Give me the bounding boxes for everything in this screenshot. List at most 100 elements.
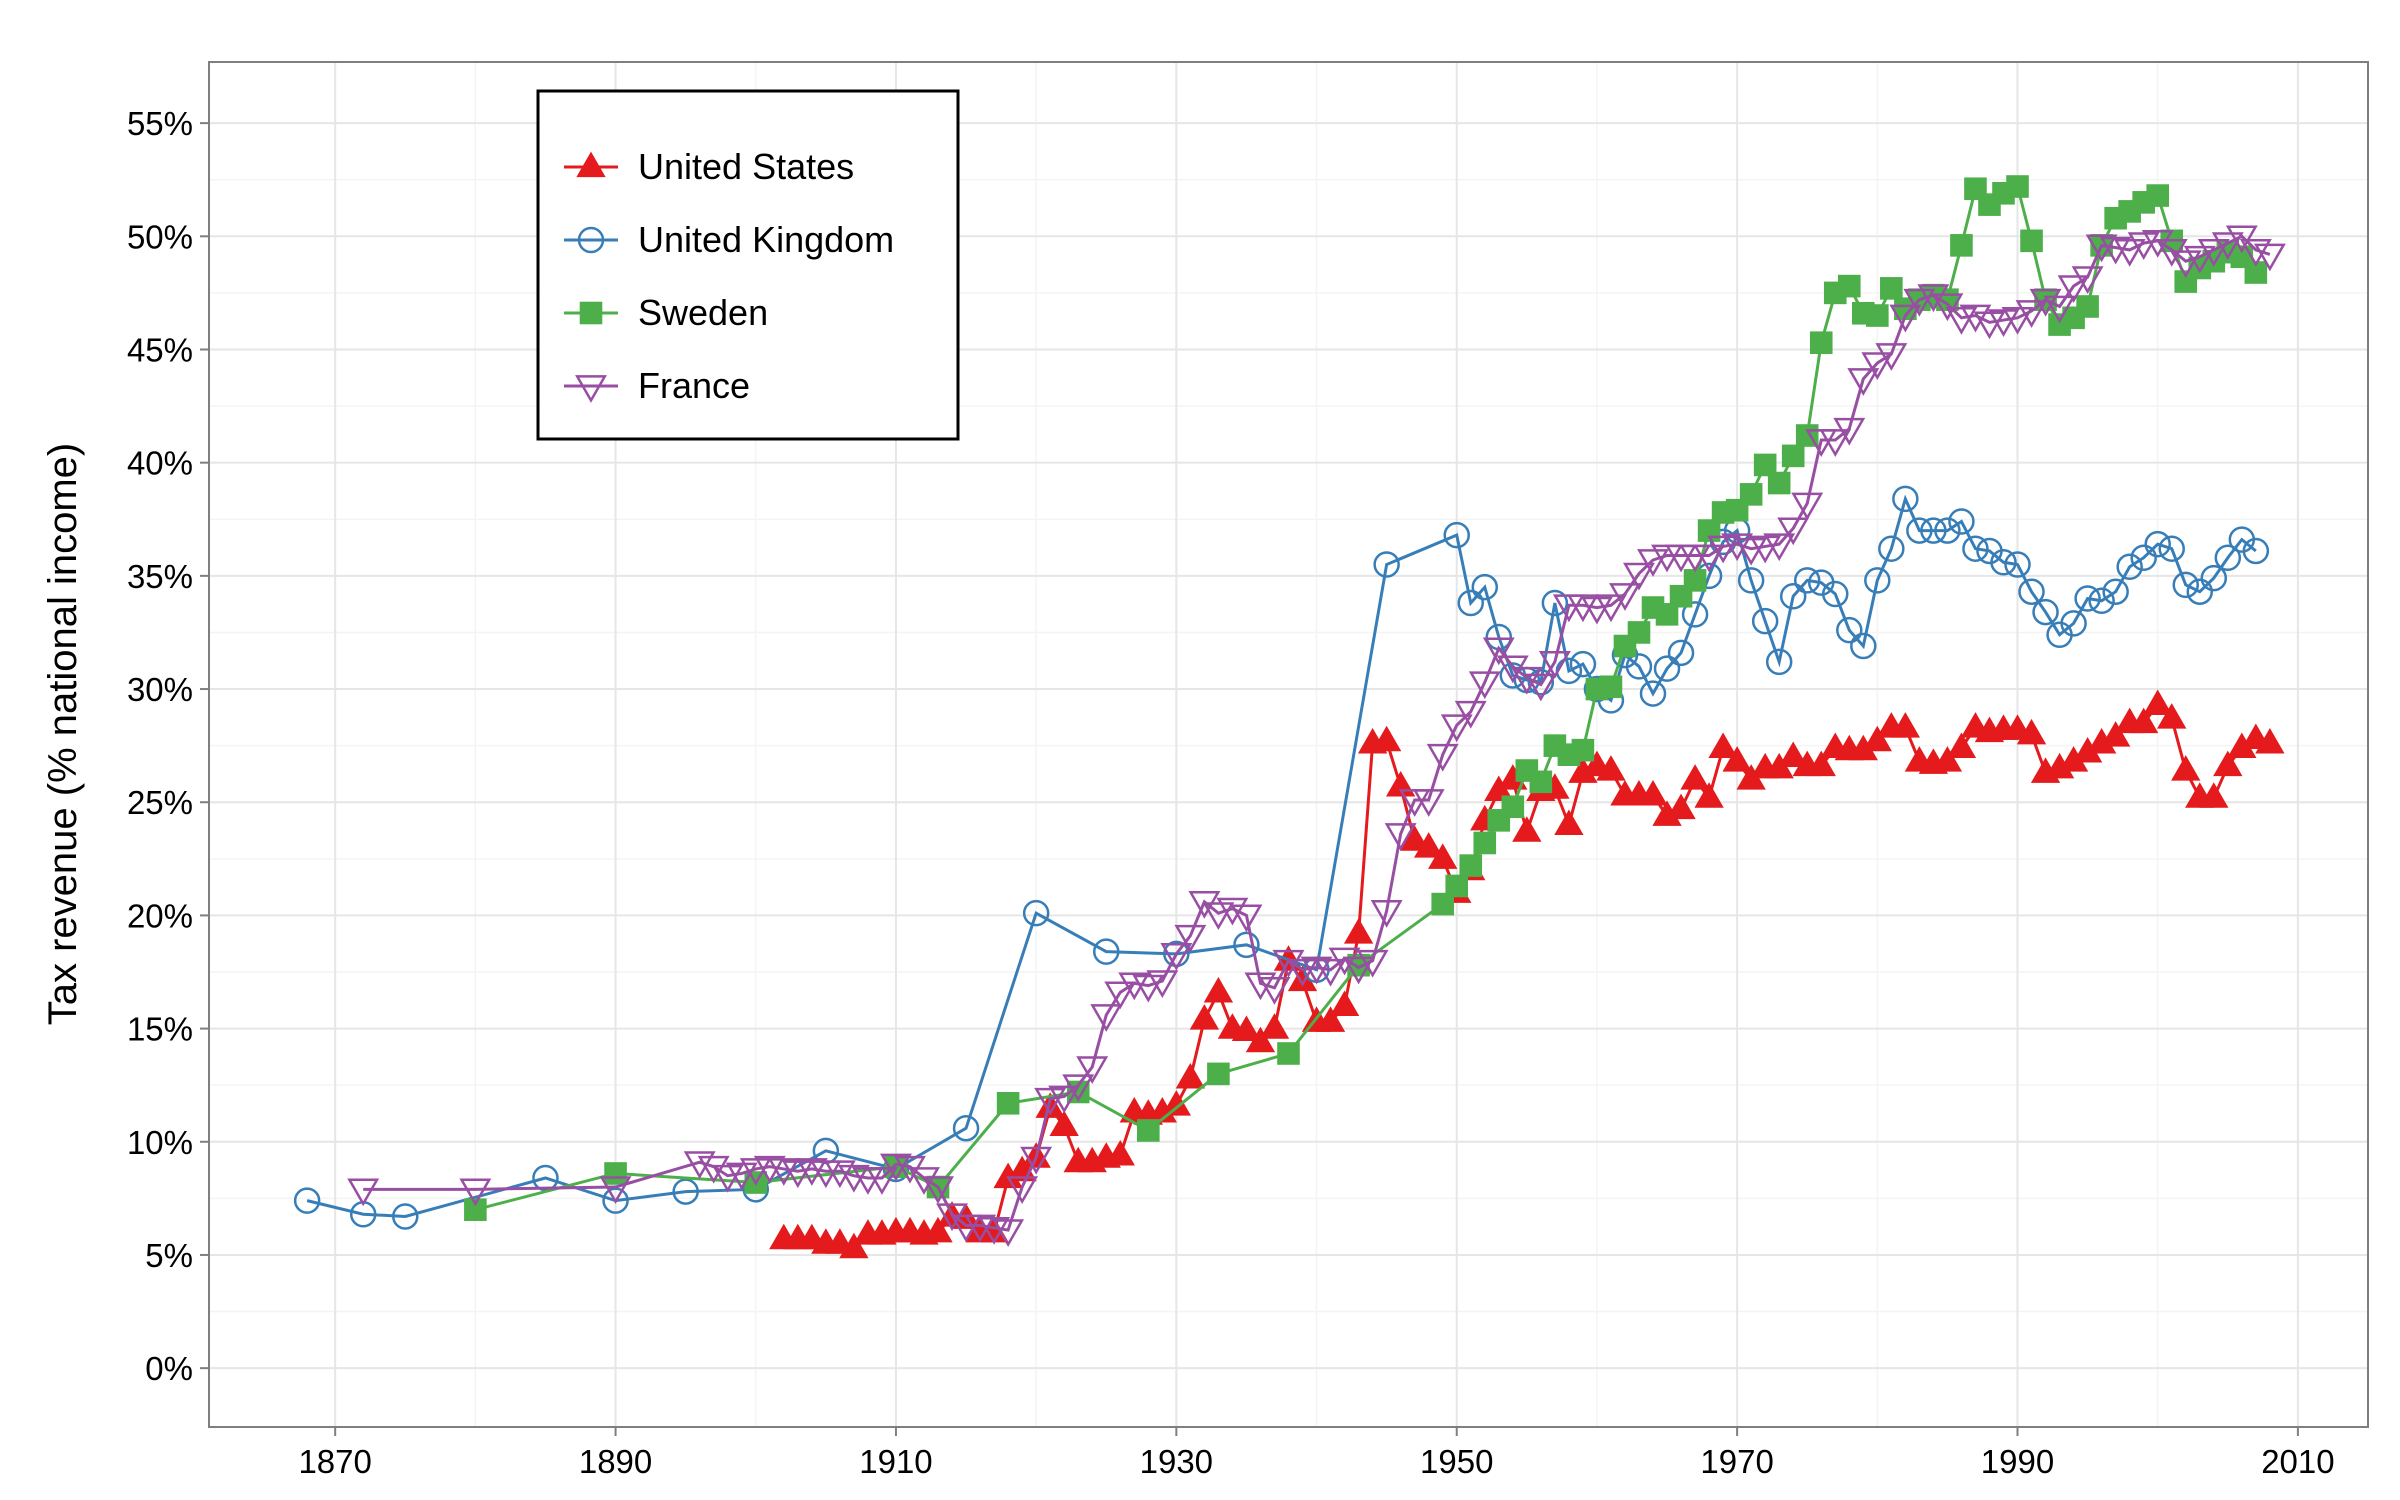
point: [1903, 288, 1936, 317]
point: [2102, 578, 2129, 605]
point: [1571, 738, 1595, 762]
point: [923, 1216, 953, 1243]
point: [1445, 874, 1469, 898]
point: [2130, 544, 2157, 571]
point: [1569, 650, 1597, 678]
point: [1809, 331, 1833, 354]
point: [1653, 655, 1681, 682]
y-tick-label: 30%: [127, 671, 193, 708]
point: [1763, 533, 1796, 562]
point: [2214, 544, 2242, 571]
point: [2141, 229, 2174, 258]
point: [1737, 567, 1765, 594]
point: [1231, 1015, 1262, 1041]
point: [1833, 417, 1866, 446]
point: [2225, 225, 2258, 254]
point: [1889, 304, 1922, 333]
legend-marker: [575, 375, 607, 403]
point: [1202, 902, 1235, 931]
point: [2016, 718, 2047, 745]
point: [2043, 295, 2076, 324]
grid: [209, 62, 2368, 1427]
point: [1847, 368, 1880, 396]
point: [1625, 653, 1653, 680]
point: [1765, 648, 1793, 676]
point: [1473, 831, 1497, 855]
point: [1062, 1074, 1095, 1103]
x-tick-label: 1990: [1981, 1443, 2054, 1480]
legend-marker: [577, 226, 605, 254]
point: [2143, 689, 2173, 715]
point: [1132, 974, 1165, 1003]
point: [1623, 562, 1655, 591]
point: [1371, 725, 1402, 752]
point: [1384, 823, 1417, 851]
point: [1934, 517, 1961, 544]
point: [604, 1162, 627, 1185]
point: [1721, 533, 1754, 562]
point: [1594, 594, 1627, 623]
point: [1880, 277, 1903, 300]
y-tick-label: 55%: [127, 105, 193, 142]
point: [1146, 970, 1179, 998]
y-axis-label: Tax revenue (% national income): [41, 443, 85, 1026]
point: [922, 1176, 954, 1204]
point: [2100, 721, 2131, 747]
point: [1655, 603, 1679, 626]
point: [1950, 234, 1973, 257]
point: [1501, 795, 1525, 819]
point: [1092, 938, 1120, 965]
point: [2029, 288, 2062, 317]
point: [2242, 537, 2270, 565]
point: [1454, 700, 1487, 729]
point: [1861, 352, 1894, 380]
point: [2253, 243, 2286, 272]
point: [1428, 843, 1458, 869]
x-tick-label: 1870: [298, 1443, 371, 1480]
point: [1468, 671, 1501, 700]
point: [1277, 1042, 1300, 1065]
point: [1426, 743, 1459, 772]
point: [1137, 1119, 1160, 1142]
point: [1837, 274, 1861, 298]
point: [1945, 306, 1978, 335]
point: [1946, 732, 1977, 758]
point: [1034, 1087, 1067, 1116]
point: [1414, 832, 1444, 858]
point: [2018, 578, 2045, 605]
point: [1866, 304, 1889, 327]
point: [1076, 1056, 1109, 1084]
point: [1862, 725, 1892, 752]
point: [2144, 530, 2171, 558]
point: [2127, 232, 2160, 261]
point: [2074, 585, 2101, 612]
y-tick-label: 0%: [145, 1350, 193, 1387]
point: [1431, 892, 1455, 916]
x-tick-label: 1970: [1700, 1443, 1773, 1480]
point: [996, 1091, 1020, 1115]
point: [2088, 587, 2115, 615]
point: [1244, 972, 1277, 1001]
point: [1875, 343, 1908, 371]
legend-label: France: [638, 365, 750, 406]
point: [1541, 589, 1569, 617]
point: [1090, 1004, 1123, 1032]
point: [1203, 976, 1234, 1003]
point: [1987, 309, 2020, 337]
point: [1471, 573, 1499, 601]
point: [1554, 809, 1584, 835]
point: [1836, 616, 1863, 644]
legend-box: [536, 89, 960, 441]
point: [2001, 306, 2034, 335]
point: [1538, 651, 1571, 679]
point: [1258, 976, 1291, 1005]
point: [1512, 816, 1542, 842]
point: [1959, 304, 1992, 333]
point: [1412, 789, 1445, 817]
point: [1189, 1004, 1220, 1030]
point: [1104, 981, 1137, 1010]
point: [1806, 750, 1836, 777]
point: [2169, 250, 2202, 279]
point: [2158, 535, 2185, 562]
